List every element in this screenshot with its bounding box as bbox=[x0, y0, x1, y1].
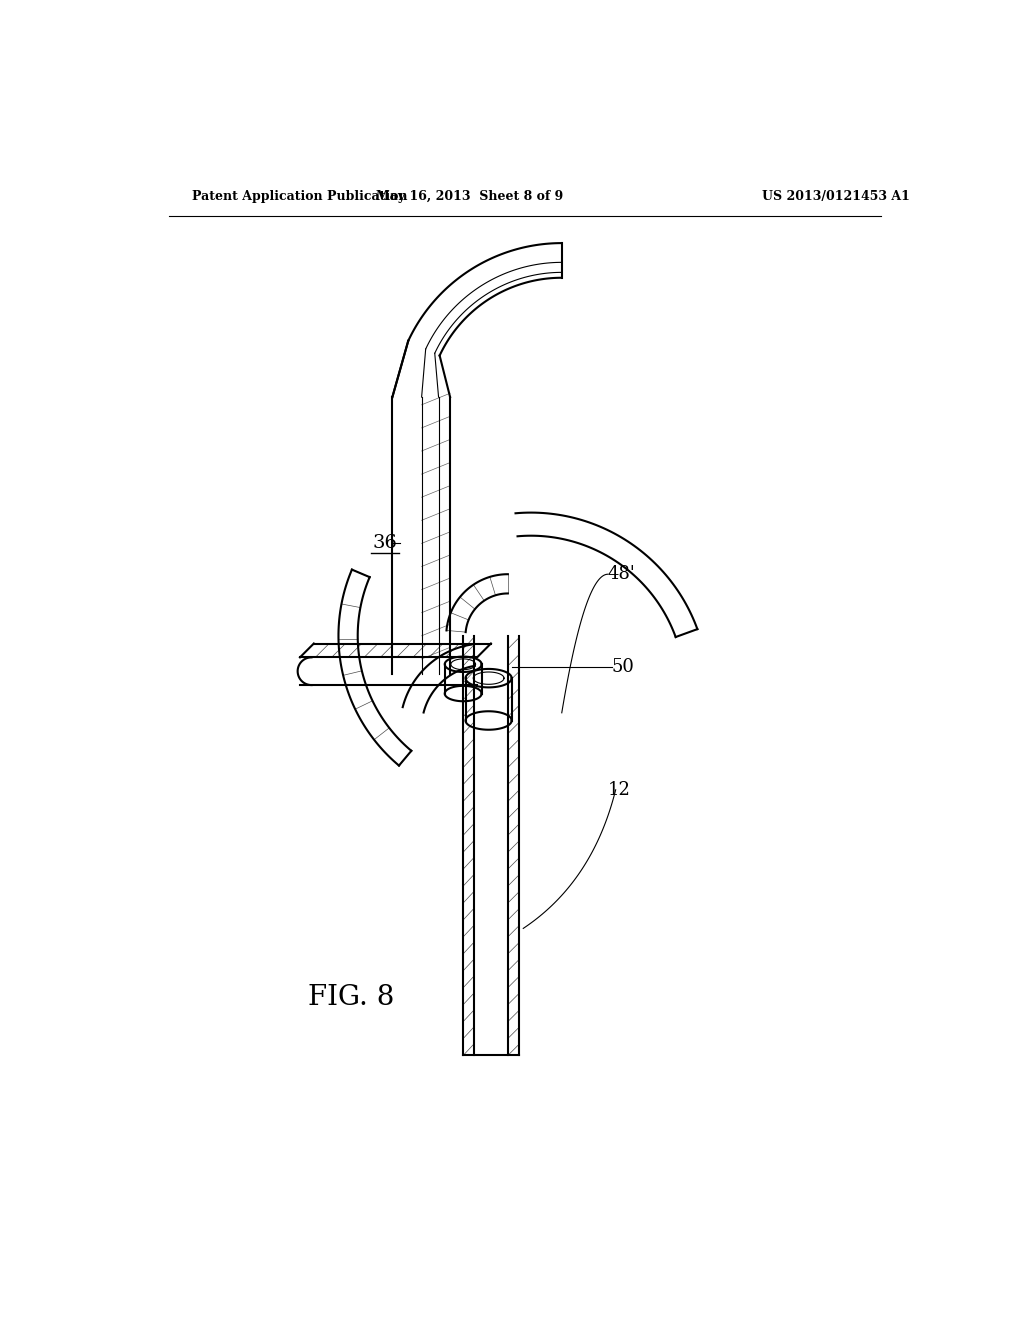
Text: May 16, 2013  Sheet 8 of 9: May 16, 2013 Sheet 8 of 9 bbox=[376, 190, 563, 203]
Text: 12: 12 bbox=[608, 781, 631, 799]
Text: US 2013/0121453 A1: US 2013/0121453 A1 bbox=[762, 190, 910, 203]
Text: FIG. 8: FIG. 8 bbox=[307, 985, 394, 1011]
Text: 36: 36 bbox=[372, 535, 397, 552]
Text: 50: 50 bbox=[611, 657, 635, 676]
Text: Patent Application Publication: Patent Application Publication bbox=[193, 190, 408, 203]
Text: 48': 48' bbox=[608, 565, 636, 583]
